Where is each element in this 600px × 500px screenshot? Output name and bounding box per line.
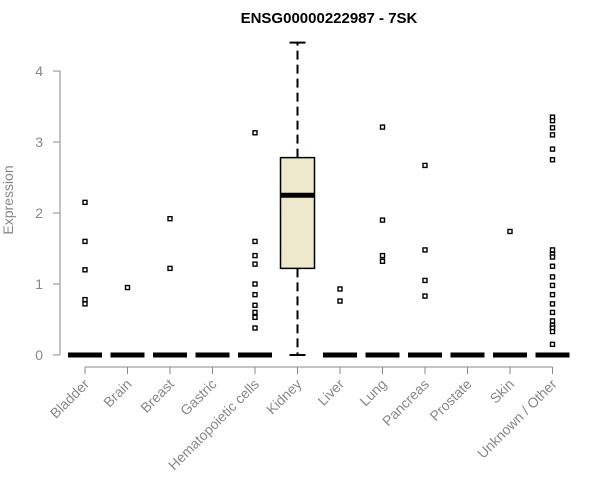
x-tick-label: Skin — [487, 376, 518, 407]
box-group — [110, 284, 145, 358]
x-tick-label: Prostate — [426, 376, 474, 424]
outlier-point — [549, 274, 556, 280]
outlier-point — [252, 325, 258, 331]
x-tick-label: Pancreas — [379, 376, 432, 429]
x-tick-label: Bladder — [47, 376, 93, 422]
outlier-point — [549, 291, 556, 298]
outlier-point — [549, 254, 556, 260]
chart-title: ENSG00000222987 - 7SK — [241, 10, 418, 27]
box-group — [493, 228, 527, 358]
outlier-point — [252, 238, 258, 245]
outlier-point — [82, 199, 88, 206]
y-axis-label: Expression — [0, 165, 16, 234]
outlier-point — [82, 238, 88, 245]
outlier-point — [82, 296, 88, 303]
outlier-point — [422, 277, 428, 284]
box-group — [408, 162, 442, 358]
plot-area — [68, 41, 570, 358]
box-group — [238, 130, 272, 358]
x-tick-label: Lung — [356, 376, 389, 409]
outlier-point — [252, 291, 258, 298]
box-group — [535, 114, 570, 358]
outlier-point — [549, 341, 556, 348]
outlier-point — [379, 258, 386, 264]
outlier-point — [379, 252, 386, 259]
outlier-point — [422, 162, 428, 169]
y-axis: 0 1 2 3 4 — [35, 63, 61, 363]
y-tick-label: 2 — [35, 205, 43, 221]
x-tick-label: Liver — [314, 376, 347, 409]
outlier-point — [549, 309, 556, 316]
outlier-point — [252, 302, 258, 308]
outlier-point — [252, 130, 258, 136]
x-tick-label: Unknown / Other — [474, 376, 560, 462]
outlier-point — [82, 301, 88, 307]
outlier-point — [252, 261, 258, 267]
outlier-point — [82, 267, 88, 273]
outlier-point — [549, 282, 556, 289]
x-tick-label: Brain — [100, 376, 134, 410]
outlier-point — [549, 132, 556, 138]
outlier-point — [549, 247, 556, 253]
box-group — [153, 215, 187, 358]
outlier-point — [337, 286, 343, 292]
outlier-point — [549, 301, 556, 307]
outlier-point — [549, 125, 556, 131]
outlier-point — [252, 309, 258, 316]
outlier-point — [379, 124, 386, 130]
y-tick-label: 4 — [35, 63, 43, 79]
outlier-point — [167, 215, 173, 222]
outlier-point — [549, 157, 556, 163]
x-tick-label: Kidney — [263, 376, 305, 418]
outlier-point — [252, 252, 258, 259]
outlier-point — [337, 298, 343, 304]
outlier-point — [252, 314, 258, 321]
outlier-point — [549, 146, 556, 152]
box-group — [323, 286, 357, 358]
outlier-point — [252, 281, 258, 287]
outlier-point — [549, 328, 556, 335]
y-tick-label: 0 — [35, 347, 43, 363]
outlier-point — [422, 247, 428, 253]
y-tick-label: 1 — [35, 276, 43, 292]
box-group — [365, 124, 400, 358]
outlier-point — [549, 263, 556, 269]
outlier-point — [379, 217, 386, 223]
box-group — [68, 199, 102, 358]
outlier-point — [549, 117, 556, 124]
outlier-point — [507, 228, 513, 235]
x-tick-label: Breast — [137, 376, 177, 416]
box — [279, 156, 316, 270]
y-tick-label: 3 — [35, 134, 43, 150]
outlier-point — [167, 265, 173, 272]
outlier-point — [422, 293, 428, 299]
outlier-point — [124, 284, 131, 291]
box-group — [279, 41, 316, 356]
outlier-point — [549, 318, 556, 324]
